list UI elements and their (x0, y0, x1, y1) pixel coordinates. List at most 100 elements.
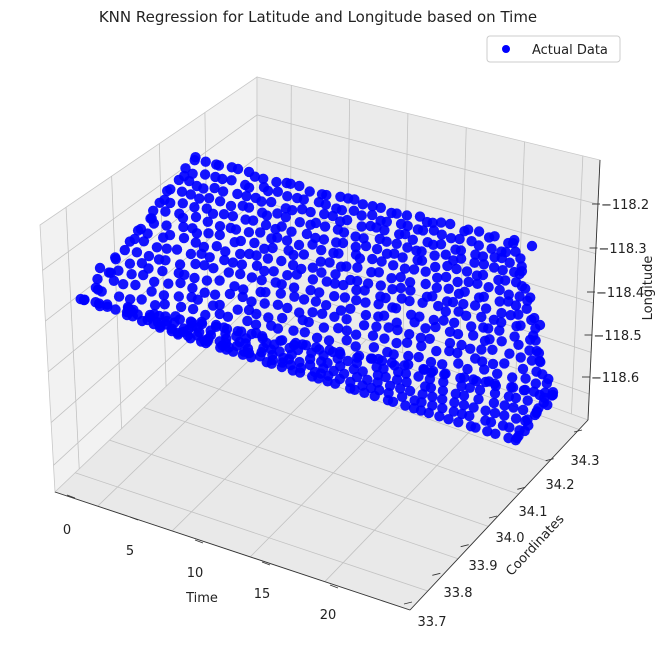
data-point (424, 373, 436, 385)
data-point (287, 259, 299, 271)
x-tick-mark (194, 539, 204, 544)
data-point (138, 236, 150, 247)
data-point (483, 282, 494, 293)
data-point (517, 404, 529, 416)
data-point (402, 220, 413, 232)
data-point (444, 345, 455, 357)
data-point (335, 360, 346, 372)
z-tick-label: −118.2 (601, 198, 649, 213)
data-point (235, 235, 246, 247)
data-point (316, 267, 327, 278)
grid-line (178, 374, 519, 495)
data-point (349, 384, 360, 395)
data-point (236, 259, 248, 270)
data-point (230, 224, 242, 235)
data-point (311, 342, 322, 353)
data-point (246, 328, 257, 340)
x-tick-mark (329, 584, 339, 589)
data-point (262, 253, 274, 264)
data-point (401, 210, 413, 221)
data-point (423, 407, 434, 419)
data-point (450, 388, 461, 399)
data-point (175, 277, 186, 289)
data-point (470, 422, 481, 433)
data-point (383, 322, 394, 333)
data-point (350, 329, 362, 340)
data-point (494, 325, 505, 336)
data-point (403, 350, 414, 362)
data-point (124, 236, 136, 247)
data-point (124, 294, 136, 305)
data-point (259, 298, 270, 309)
data-point (225, 200, 237, 212)
data-point (161, 243, 172, 254)
data-point (118, 279, 129, 290)
data-point (499, 410, 510, 421)
data-point (350, 231, 361, 242)
data-point (201, 275, 213, 286)
data-point (178, 232, 190, 244)
data-point (289, 291, 300, 302)
data-point (489, 378, 500, 389)
data-point (143, 250, 155, 262)
grid-line (256, 156, 596, 254)
data-point (478, 291, 489, 302)
data-point (175, 301, 187, 313)
data-point (207, 208, 219, 219)
data-point (148, 308, 160, 320)
data-point (324, 344, 335, 356)
data-point (360, 309, 372, 321)
data-point (191, 228, 203, 239)
data-point (378, 310, 390, 321)
data-point (516, 266, 528, 277)
data-point (163, 278, 174, 289)
data-point (256, 275, 267, 286)
data-point (515, 352, 526, 363)
data-point (219, 254, 230, 266)
data-point (435, 217, 447, 228)
data-point (416, 397, 427, 408)
data-point (440, 271, 452, 283)
data-point (362, 374, 373, 385)
data-point (311, 332, 323, 343)
data-point (510, 300, 522, 311)
data-point (437, 385, 449, 396)
data-point (375, 202, 386, 213)
data-point (360, 297, 371, 308)
data-point (204, 252, 215, 263)
data-point (282, 270, 293, 281)
data-point (530, 378, 541, 389)
data-point (280, 212, 291, 223)
data-point (366, 353, 378, 364)
data-point (500, 247, 511, 258)
data-point (414, 211, 426, 222)
data-point (430, 321, 441, 333)
data-point (381, 216, 392, 227)
data-point (430, 261, 441, 273)
data-point (433, 300, 444, 312)
data-point (482, 426, 493, 437)
grid-line (65, 207, 80, 469)
data-point (259, 243, 270, 254)
data-point (305, 206, 316, 218)
data-point (165, 184, 176, 195)
data-point (157, 265, 168, 277)
data-point (416, 246, 427, 257)
x-tick-mark (261, 561, 271, 566)
data-point (217, 173, 228, 185)
data-point (427, 365, 439, 377)
x-tick-label: 0 (63, 523, 71, 538)
data-point (389, 248, 400, 259)
data-point (477, 356, 488, 367)
data-point (213, 160, 225, 171)
data-point (177, 212, 189, 224)
data-point (294, 356, 305, 368)
data-point (160, 255, 171, 266)
data-point (146, 213, 157, 224)
data-point (288, 325, 299, 336)
data-point (436, 229, 447, 240)
data-point (531, 345, 542, 357)
data-point (390, 303, 402, 314)
data-point (455, 245, 467, 256)
data-point (414, 311, 425, 322)
